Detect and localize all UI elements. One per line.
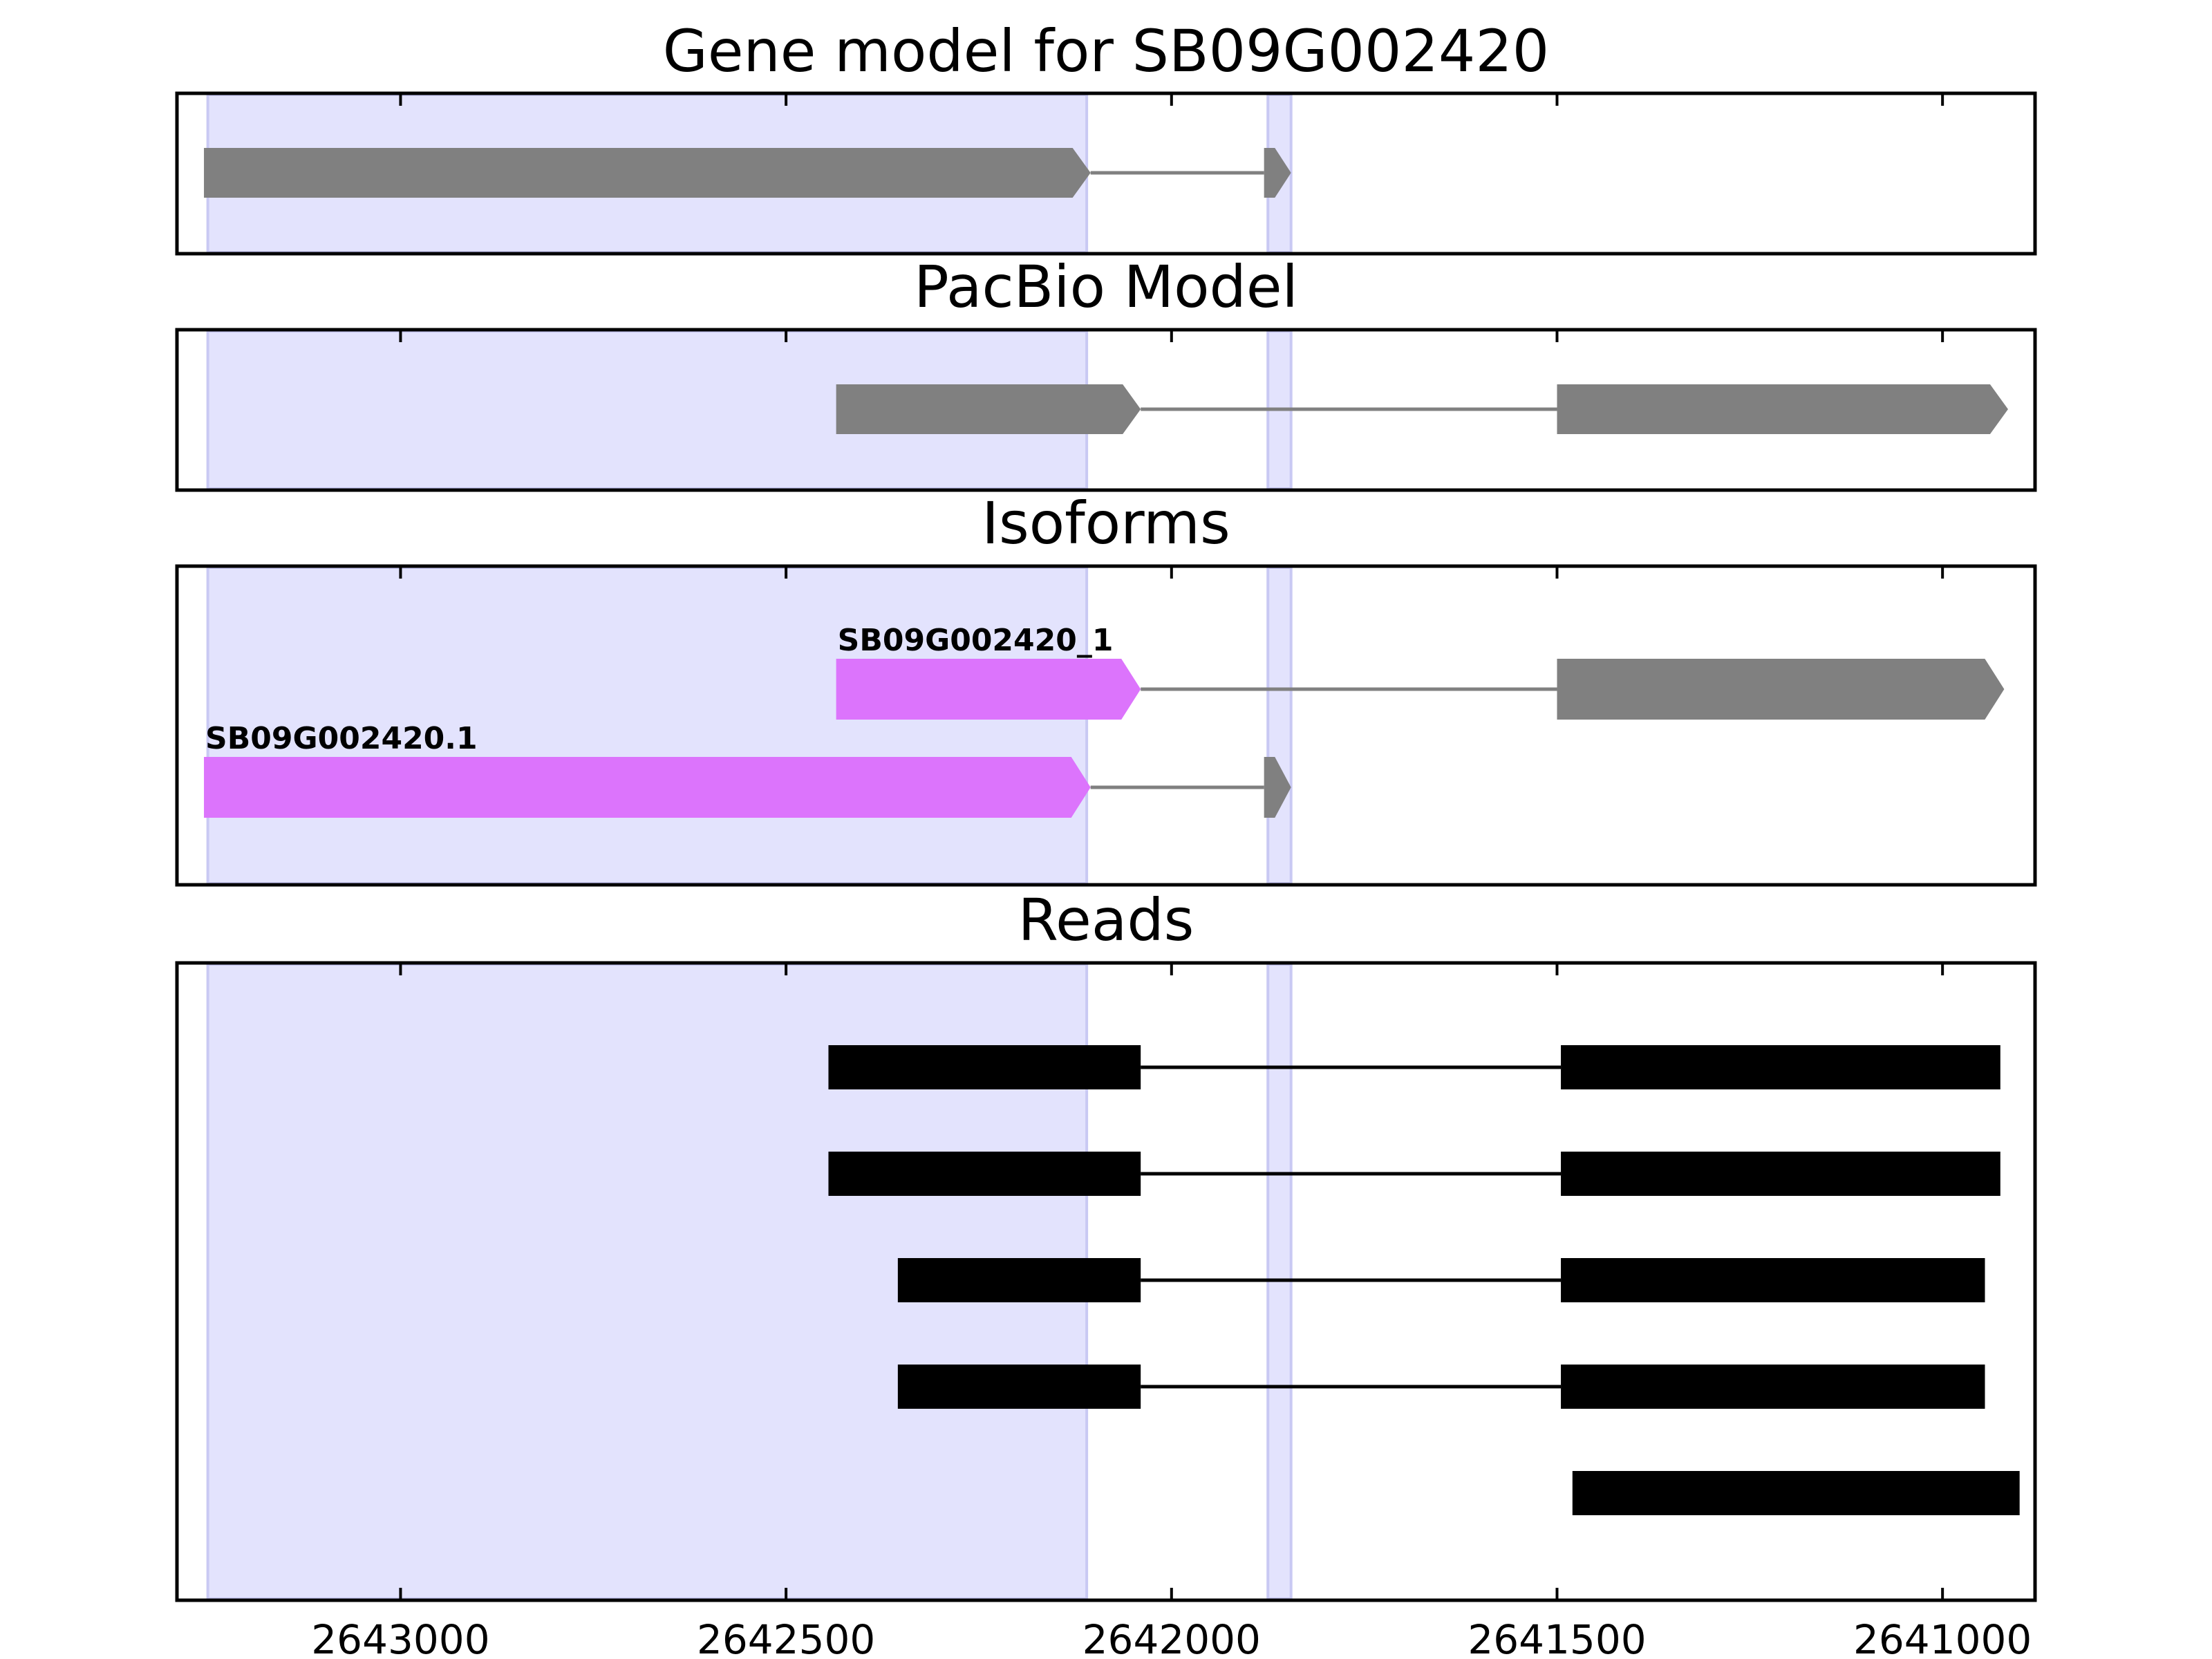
isoforms-title: Isoforms (982, 489, 1230, 557)
isoforms-frame (175, 564, 2037, 887)
feature-layer (204, 148, 1291, 198)
exon-block (836, 659, 1141, 720)
read-block (1561, 1365, 1985, 1409)
highlight-region (206, 566, 1089, 885)
exon-block (204, 757, 1091, 818)
isoform-label: SB09G002420.1 (205, 721, 478, 756)
read-block (828, 1152, 1141, 1196)
read-block (828, 1045, 1141, 1089)
reads-title: Reads (1018, 886, 1194, 954)
exon-block (1264, 757, 1291, 818)
reads-panel: Reads (175, 886, 2037, 1602)
pacbio-model-frame (175, 328, 2037, 492)
gene-model-panel: Gene model for SB09G002420 (175, 17, 2037, 256)
read-block (1572, 1471, 2020, 1515)
x-tick-label: 2641000 (1853, 1616, 2032, 1659)
isoform-label: SB09G002420_1 (838, 623, 1114, 658)
highlight-layer (206, 566, 1293, 885)
x-tick-label: 2643000 (311, 1616, 489, 1659)
tick-layer (399, 93, 1944, 106)
read-block (897, 1365, 1141, 1409)
pacbio-model-title: PacBio Model (914, 253, 1298, 321)
exon-block (836, 384, 1141, 434)
x-tick-label: 2641500 (1468, 1616, 1646, 1659)
tick-layer (399, 963, 1944, 975)
exon-block (204, 148, 1091, 198)
read-block (897, 1258, 1141, 1302)
read-block (1561, 1152, 2000, 1196)
pacbio-model-panel: PacBio Model (175, 253, 2037, 492)
exon-block (1557, 384, 2008, 434)
exon-block (1557, 659, 2005, 720)
x-tick-label: 2642000 (1082, 1616, 1261, 1659)
tick-layer (399, 330, 1944, 342)
highlight-region (1266, 566, 1293, 885)
reads-frame (175, 961, 2037, 1602)
feature-layer: SB09G002420_1 SB09G002420.1 (204, 623, 2005, 818)
tick-layer (399, 566, 1944, 579)
feature-layer (836, 384, 2008, 434)
isoforms-panel: Isoforms SB09G002420_1 SB09G002420.1 (175, 489, 2037, 887)
x-axis-tick-labels: 2643000 2642500 2642000 2641500 2641000 (311, 1588, 2032, 1659)
gene-model-title: Gene model for SB09G002420 (663, 17, 1549, 85)
feature-layer (828, 1045, 2020, 1515)
x-tick-label: 2642500 (697, 1616, 875, 1659)
read-block (1561, 1045, 2000, 1089)
gene-model-frame (175, 91, 2037, 256)
exon-block (1264, 148, 1291, 198)
read-block (1561, 1258, 1985, 1302)
